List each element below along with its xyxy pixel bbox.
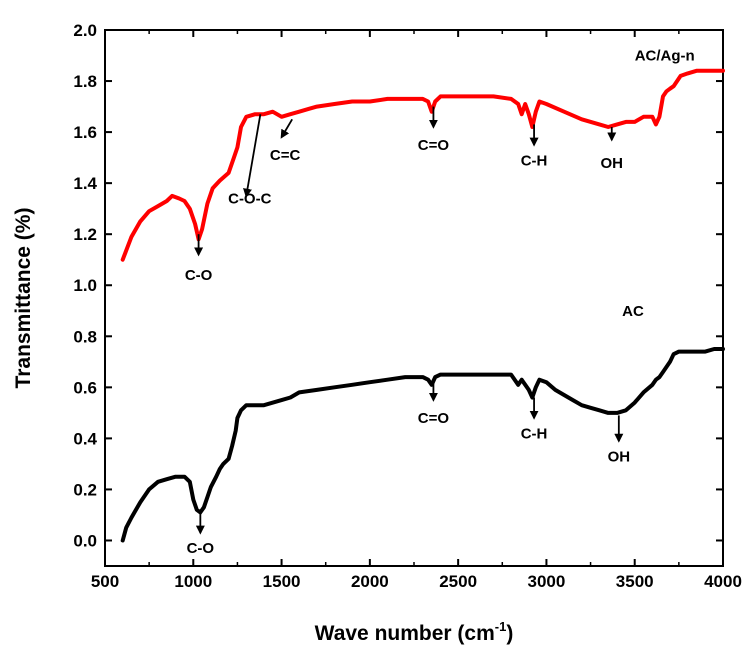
y-tick-label: 1.0 bbox=[73, 276, 97, 295]
annotation-label: C=C bbox=[270, 147, 301, 164]
x-tick-label: 1500 bbox=[263, 572, 301, 591]
y-tick-label: 0.2 bbox=[73, 480, 97, 499]
x-tick-label: 3000 bbox=[528, 572, 566, 591]
x-tick-label: 1000 bbox=[174, 572, 212, 591]
y-tick-label: 1.6 bbox=[73, 123, 97, 142]
y-tick-label: 0.8 bbox=[73, 327, 97, 346]
series-line-ac-ag-n bbox=[120, 68, 725, 262]
y-tick-label: 0.0 bbox=[73, 531, 97, 550]
y-tick-label: 1.4 bbox=[73, 174, 97, 193]
plot-frame bbox=[104, 29, 724, 567]
x-tick-label: 2500 bbox=[439, 572, 477, 591]
annotation-arrow bbox=[280, 118, 293, 139]
annotation-label: C-H bbox=[521, 152, 548, 169]
x-tick-label: 3500 bbox=[616, 572, 654, 591]
series-label: AC/Ag-n bbox=[635, 48, 695, 65]
series-line-ac bbox=[120, 347, 725, 543]
x-tick-label: 500 bbox=[91, 572, 119, 591]
annotation-label: C-O-C bbox=[228, 191, 271, 208]
y-tick-label: 0.6 bbox=[73, 378, 97, 397]
x-tick-label: 4000 bbox=[704, 572, 742, 591]
x-axis-ticks: 500 1000 1500 2000 2500 3000 3500 4000 bbox=[91, 30, 742, 591]
annotation-label: C=O bbox=[418, 410, 450, 427]
series-layer bbox=[120, 68, 725, 543]
annotation-label: OH bbox=[608, 448, 631, 465]
annotation-label: C-O bbox=[185, 267, 213, 284]
y-tick-label: 1.2 bbox=[73, 225, 97, 244]
x-tick-label: 2000 bbox=[351, 572, 389, 591]
annotation-arrow bbox=[243, 114, 262, 198]
annotation-label: OH bbox=[601, 155, 624, 172]
y-tick-label: 2.0 bbox=[73, 21, 97, 40]
annotation-layer: C-O C-O-C C=C C=O C-H OH C=O C-H OH C-O bbox=[185, 106, 631, 557]
y-axis-title: Transmittance (%) bbox=[12, 208, 35, 389]
y-axis-ticks: 0.0 0.2 0.4 0.6 0.8 1.0 1.2 1.4 1.6 1.8 2.0 bbox=[73, 21, 723, 550]
annotation-label: C-H bbox=[521, 425, 548, 442]
annotation-label: C-O bbox=[187, 540, 215, 557]
x-axis-title: Wave number (cm-1) bbox=[315, 619, 514, 645]
annotation-label: C=O bbox=[418, 137, 450, 154]
y-tick-label: 0.4 bbox=[73, 429, 97, 448]
series-label: AC bbox=[622, 303, 644, 320]
series-label-layer: AC/Ag-n AC bbox=[622, 48, 695, 320]
y-tick-label: 1.8 bbox=[73, 72, 97, 91]
